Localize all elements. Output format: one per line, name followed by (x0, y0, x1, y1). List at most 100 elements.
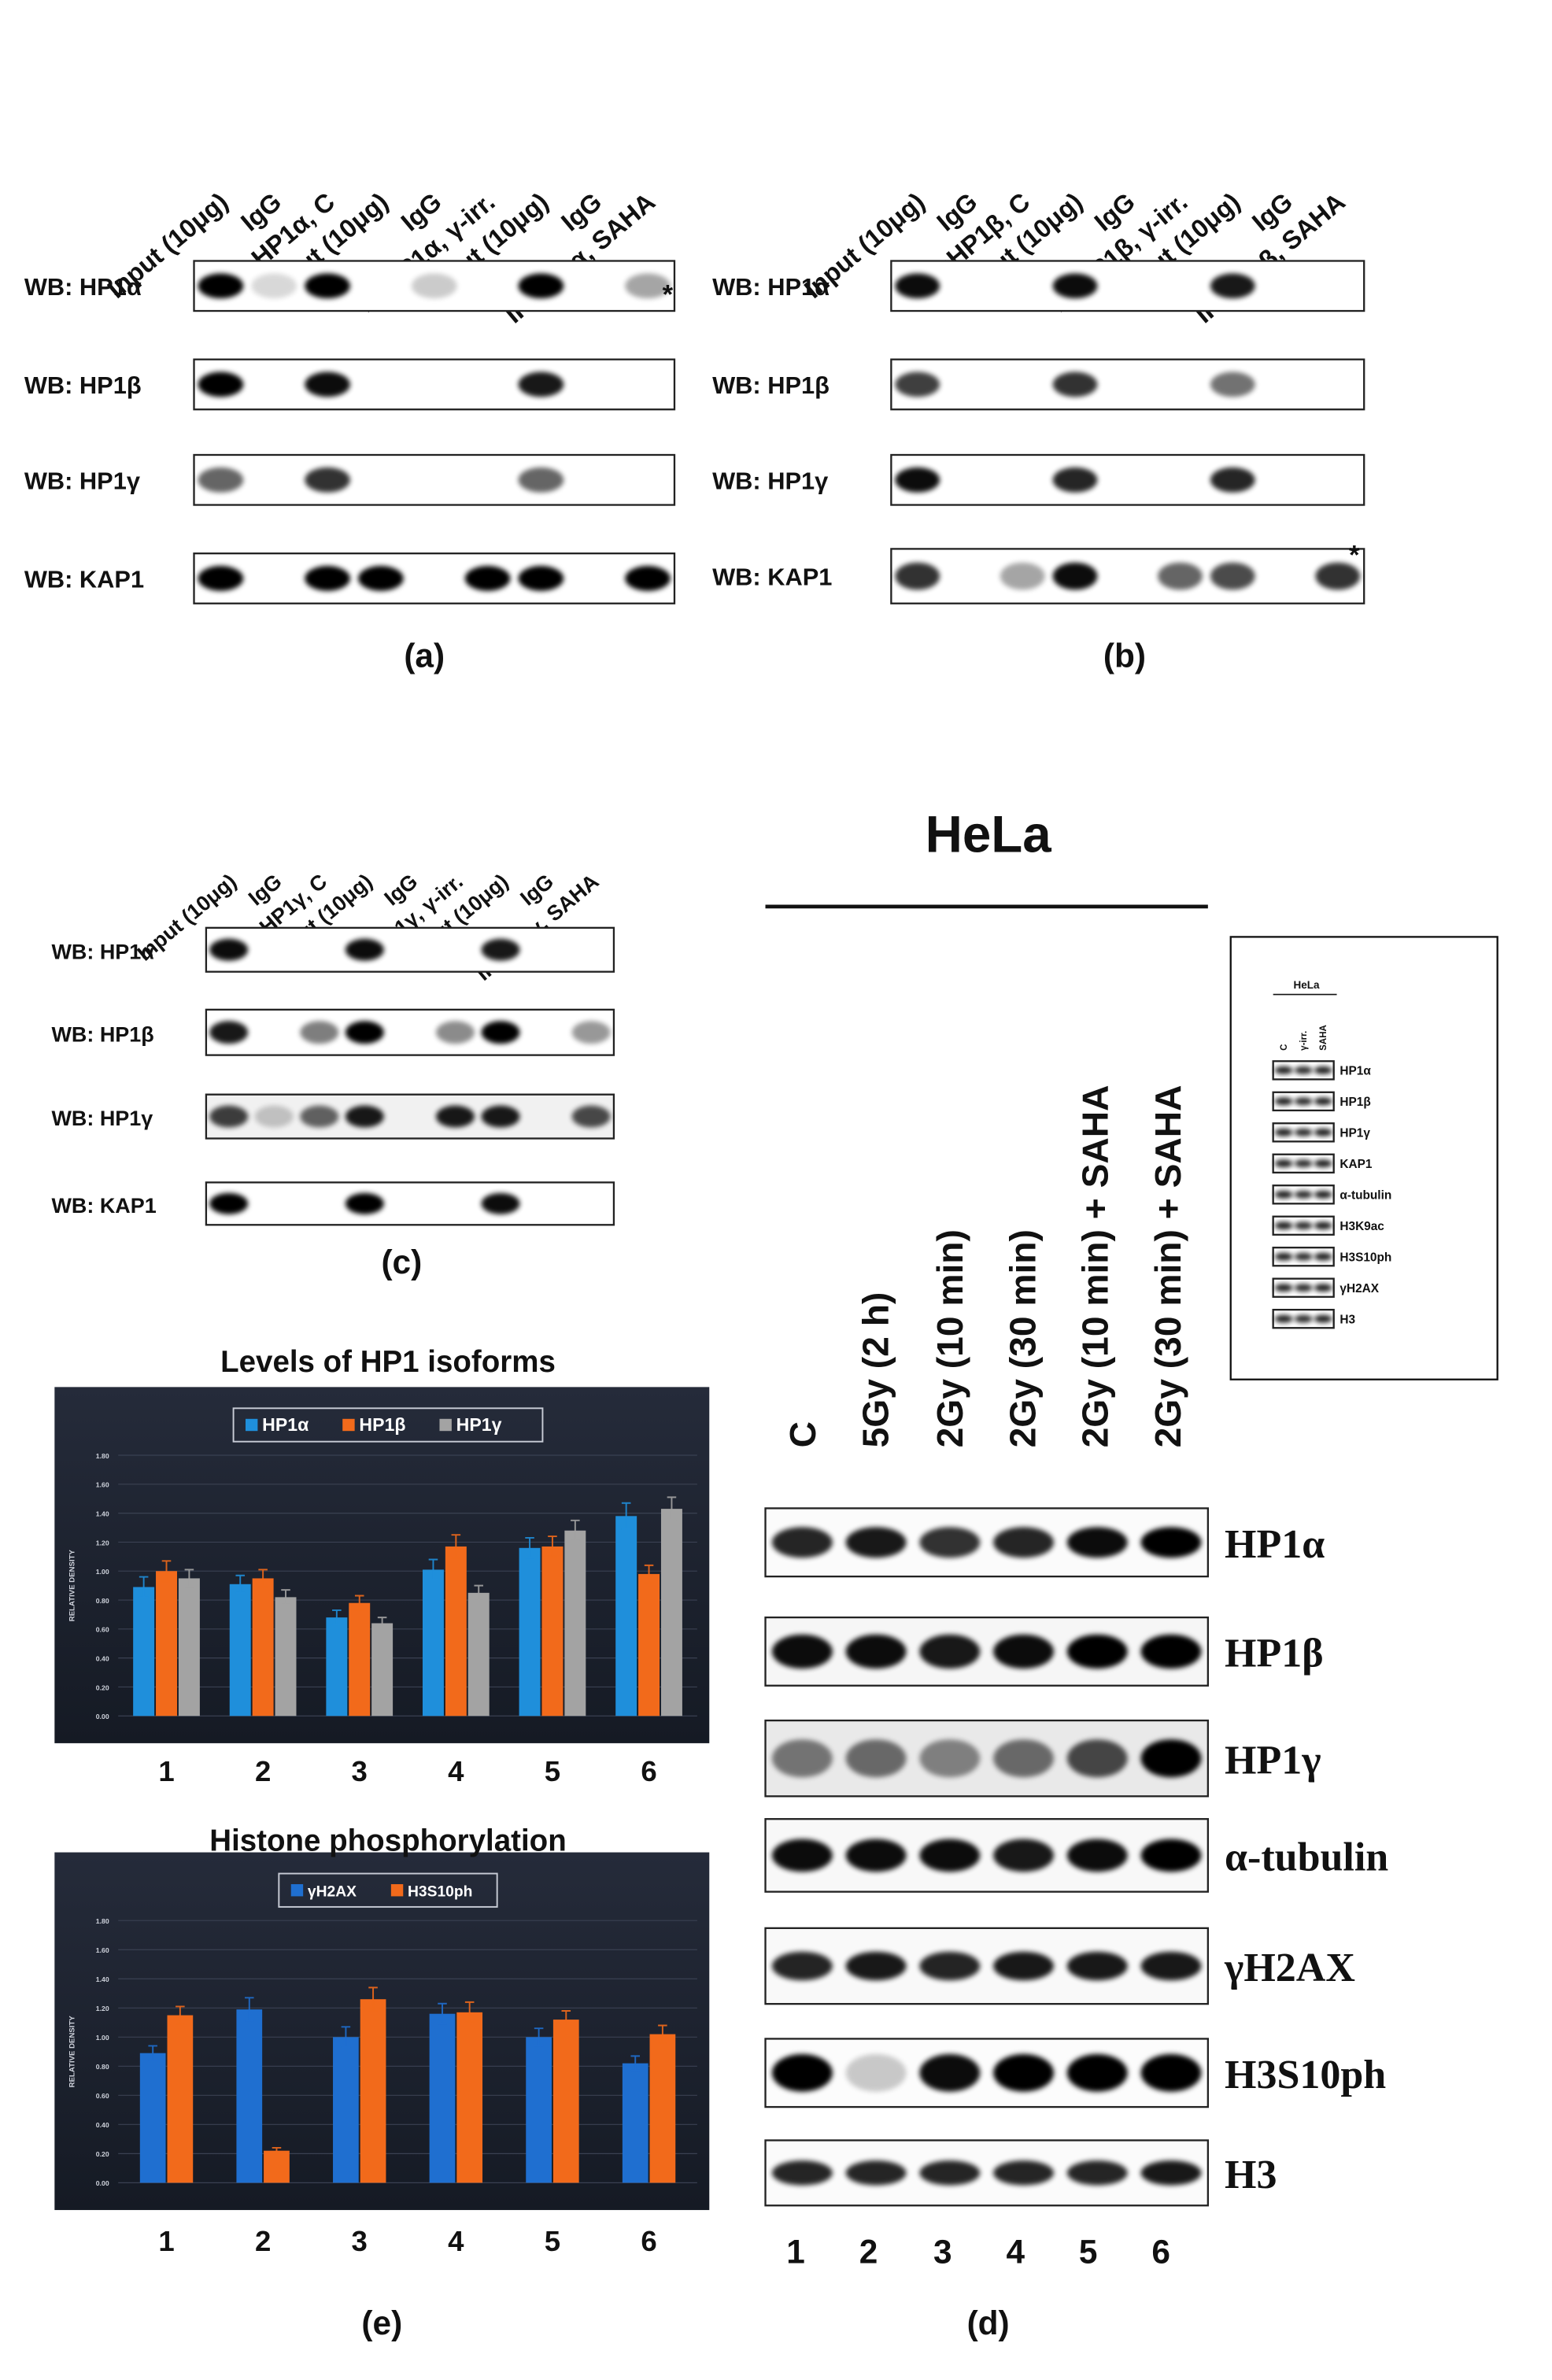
blot-row (198, 371, 564, 397)
blot-membrane (890, 453, 1365, 506)
condition-label: 2Gy (10 min) + SAHA (1075, 1085, 1116, 1447)
blot-band (1314, 1252, 1332, 1261)
inset-title: HeLa (1294, 979, 1320, 991)
y-tick-label: 1.00 (96, 1568, 109, 1576)
bar (552, 2020, 579, 2183)
blot-band (254, 1105, 294, 1128)
blot-membrane (205, 926, 615, 973)
condition-label: 2Gy (10 min) (929, 1229, 970, 1447)
asterisk: * (1349, 541, 1360, 571)
blot-band (1052, 371, 1098, 397)
blot-row (771, 1527, 1202, 1558)
blot-band (1274, 1252, 1293, 1261)
blot-row (198, 467, 564, 493)
blot-band (1140, 2160, 1202, 2186)
blot-band (436, 1105, 475, 1128)
blot-band (1274, 1097, 1293, 1106)
blot-band (1274, 1066, 1293, 1074)
blot-row (1274, 1314, 1332, 1323)
blot-band (845, 2160, 907, 2186)
bar (445, 1546, 467, 1717)
blot-band (895, 371, 940, 397)
error-bar (658, 2024, 667, 2044)
blot-band (895, 562, 940, 590)
bar (422, 1569, 444, 1717)
blot-band (1314, 1097, 1332, 1106)
blot-band (209, 1192, 249, 1214)
blot-band (1000, 562, 1045, 590)
blot-band (993, 1739, 1054, 1778)
bar (178, 1578, 200, 1717)
error-bar (176, 2005, 185, 2025)
y-axis-label: RELATIVE DENSITY (68, 1549, 76, 1621)
blot-band (1052, 467, 1098, 493)
blot-band (625, 273, 671, 299)
blot-row (209, 1192, 520, 1214)
blot-band (771, 2160, 833, 2186)
blot-membrane (764, 1616, 1210, 1687)
inset-lane: γ-irr. (1299, 1031, 1309, 1051)
bar (326, 1617, 348, 1717)
blot-band (198, 371, 244, 397)
row-label: H3S10ph (1225, 2053, 1386, 2097)
blot-band (1274, 1221, 1293, 1230)
row-label: HP1γ (1225, 1738, 1321, 1783)
blot-band (1210, 371, 1255, 397)
lane-number: 4 (1006, 2233, 1025, 2270)
bar (371, 1623, 394, 1717)
legend-label: H3S10ph (408, 1883, 472, 1900)
blot-band (209, 1021, 249, 1044)
bar (133, 1587, 155, 1717)
blot-band (1294, 1097, 1313, 1106)
blot-membrane (193, 453, 676, 506)
blot-membrane (764, 1507, 1210, 1578)
blot-band (411, 273, 457, 299)
blot-membrane (764, 1719, 1210, 1798)
blot-band (481, 1192, 520, 1214)
bar (564, 1530, 586, 1717)
error-bar (245, 1997, 254, 2022)
blot-band (1294, 1314, 1313, 1323)
blot-band (251, 273, 297, 299)
blot-band (993, 2160, 1054, 2186)
blot-membrane (764, 1927, 1210, 2005)
blot-band (1294, 1284, 1313, 1292)
blot-band (919, 2160, 981, 2186)
inset-frame (1229, 936, 1498, 1380)
blot-band (1066, 2160, 1128, 2186)
blot-band (305, 273, 350, 299)
blot-band (993, 1951, 1054, 1981)
row-label: WB: HP1α (24, 273, 142, 301)
blot-band (1052, 562, 1098, 590)
x-tick-label: 1 (158, 2225, 174, 2257)
blot-band (919, 2053, 981, 2092)
panel-label: (d) (967, 2304, 1010, 2341)
blot-band (1314, 1314, 1332, 1323)
blot-band (198, 467, 244, 493)
blot-band (1066, 1739, 1128, 1778)
bar (167, 2015, 194, 2183)
row-label: WB: KAP1 (24, 566, 144, 593)
blot-band (305, 566, 350, 591)
blot-band (518, 371, 564, 397)
bar (264, 2150, 290, 2183)
blot-band (1294, 1190, 1313, 1199)
bar (429, 2013, 456, 2183)
lane-number: 2 (859, 2233, 878, 2270)
blot-band (198, 566, 244, 591)
condition-label: 5Gy (2 h) (855, 1292, 896, 1448)
panel-label: (c) (381, 1244, 422, 1281)
legend-swatch (245, 1418, 258, 1432)
chart-title: Histone phosphorylation (209, 1824, 566, 1858)
blot-membrane (890, 548, 1365, 604)
bar (526, 2037, 552, 2183)
blot-membrane (764, 2139, 1210, 2207)
blot-band (1066, 1951, 1128, 1981)
row-label: WB: HP1β (24, 371, 142, 399)
condition-label: 2Gy (30 min) (1002, 1229, 1043, 1447)
blot-band (771, 1527, 833, 1558)
x-tick-label: 2 (255, 2225, 271, 2257)
blot-row (209, 938, 520, 961)
blot-row (895, 371, 1255, 397)
x-tick-label: 5 (545, 1755, 560, 1787)
